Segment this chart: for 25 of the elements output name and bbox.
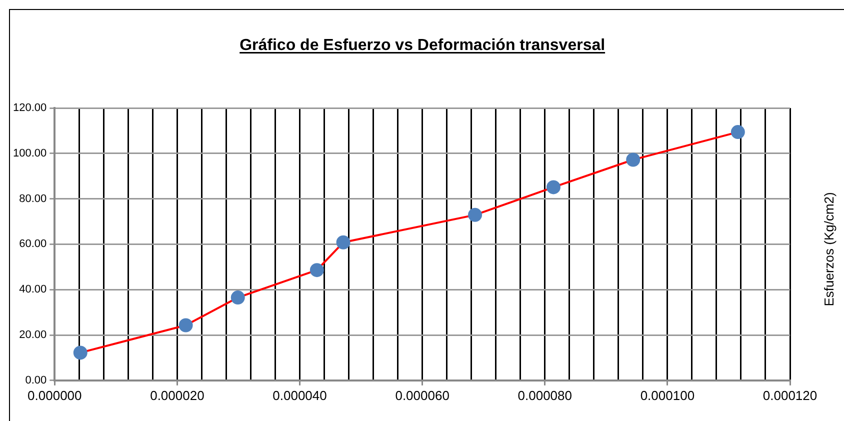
point — [310, 263, 324, 278]
x-tick-label: 0.000040 — [272, 388, 327, 403]
y-tick-label: 100.00 — [12, 147, 47, 160]
x-tick-label: 0.000120 — [762, 388, 818, 403]
point — [468, 208, 482, 222]
y-tick-label: 60.00 — [19, 238, 47, 250]
x-tick-label: 0.000000 — [28, 388, 82, 403]
point — [546, 180, 560, 194]
y-tick-label: 120.00 — [12, 102, 47, 114]
x-tick-label: 0.000100 — [640, 388, 695, 403]
chart-title: Gráfico de Esfuerzo vs Deformación transversal — [240, 37, 606, 54]
point — [73, 346, 88, 360]
point — [336, 235, 350, 250]
x-tick-label: 0.000080 — [518, 388, 572, 403]
point — [626, 152, 640, 167]
y-tick-label: 20.00 — [19, 329, 47, 342]
y-axis-title: Esfuerzos (Kg/cm2) — [822, 192, 837, 306]
y-tick-label: 0.00 — [25, 374, 47, 386]
point — [230, 290, 245, 305]
y-tick-label: 80.00 — [19, 192, 47, 205]
y-tick-label: 40.00 — [19, 284, 47, 296]
x-tick-label: 0.000060 — [395, 388, 450, 403]
point — [730, 125, 745, 140]
point — [178, 318, 193, 332]
x-tick-label: 0.000020 — [150, 388, 204, 403]
